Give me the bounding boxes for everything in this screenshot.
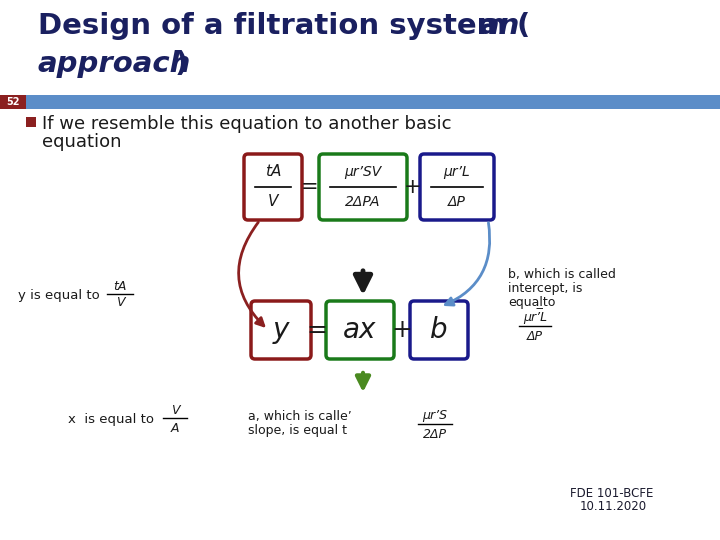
FancyBboxPatch shape — [251, 301, 311, 359]
Bar — [0, 95, 720, 109]
Text: Design of a filtration system (: Design of a filtration system ( — [38, 12, 531, 40]
Bar — [0, 95, 26, 109]
Text: ΔP: ΔP — [448, 195, 466, 209]
Text: FDE 101-BCFE: FDE 101-BCFE — [570, 487, 653, 500]
Text: 2ΔP: 2ΔP — [423, 428, 447, 441]
Text: intercept, is: intercept, is — [508, 282, 582, 295]
Text: approach: approach — [38, 50, 192, 78]
FancyBboxPatch shape — [410, 301, 468, 359]
Text: =: = — [307, 318, 328, 342]
Text: +: + — [404, 177, 422, 197]
Text: V: V — [116, 295, 125, 308]
Text: μr’L: μr’L — [523, 312, 547, 325]
Text: μr’L: μr’L — [444, 165, 470, 179]
Text: If we resemble this equation to another basic: If we resemble this equation to another … — [42, 115, 451, 133]
FancyBboxPatch shape — [319, 154, 407, 220]
Text: 52: 52 — [6, 97, 19, 107]
Text: tA: tA — [113, 280, 127, 294]
Text: y is equal to: y is equal to — [18, 289, 100, 302]
Text: V: V — [268, 194, 278, 210]
Text: V: V — [171, 403, 179, 416]
Text: ΔP: ΔP — [527, 329, 543, 342]
Text: x  is equal to: x is equal to — [68, 414, 154, 427]
Text: μr’SV: μr’SV — [344, 165, 382, 179]
FancyBboxPatch shape — [420, 154, 494, 220]
Text: tA: tA — [265, 165, 282, 179]
Text: equal̲to: equal̲to — [508, 296, 555, 309]
Text: an: an — [480, 12, 521, 40]
FancyBboxPatch shape — [244, 154, 302, 220]
Text: 10.11.2020: 10.11.2020 — [580, 500, 647, 513]
Text: +: + — [392, 318, 413, 342]
Text: μr’S: μr’S — [423, 409, 448, 422]
Text: slope, is equal t: slope, is equal t — [248, 424, 347, 437]
Text: 2ΔPA: 2ΔPA — [346, 195, 381, 209]
Text: ): ) — [175, 50, 189, 78]
Text: b, which is called: b, which is called — [508, 268, 616, 281]
Text: ax: ax — [343, 316, 377, 344]
Text: A: A — [171, 422, 179, 435]
Text: b: b — [430, 316, 448, 344]
Text: =: = — [301, 177, 319, 197]
Text: a, which is calle’: a, which is calle’ — [248, 410, 352, 423]
Text: y: y — [273, 316, 289, 344]
Bar — [26, 117, 36, 127]
FancyBboxPatch shape — [326, 301, 394, 359]
Text: equation: equation — [42, 133, 122, 151]
